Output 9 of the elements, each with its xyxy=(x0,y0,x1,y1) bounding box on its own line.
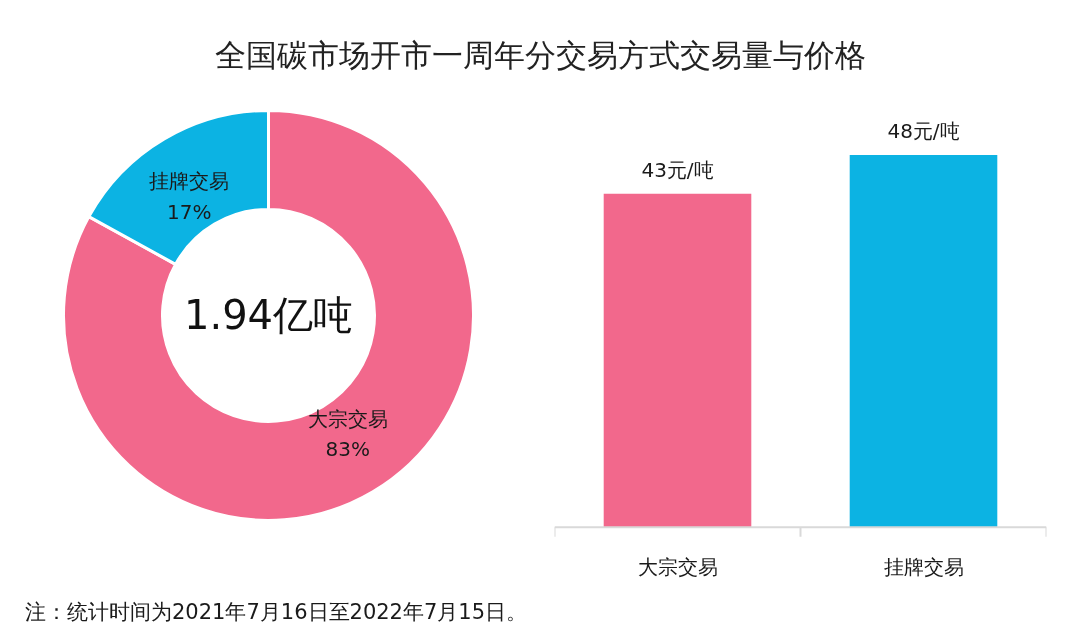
slice-label: 大宗交易 xyxy=(307,407,388,432)
text: 1.94亿吨 xyxy=(183,292,354,339)
data-label: 48元/吨 xyxy=(887,118,960,143)
data-label: 43元/吨 xyxy=(641,157,714,182)
data-label: 83% xyxy=(325,437,370,462)
slice-label: 挂牌交易 xyxy=(149,169,230,194)
text: 全国碳市场开市一周年分交易方式交易量与价格 xyxy=(214,36,866,75)
data-label: 17% xyxy=(167,199,212,224)
text: 注：统计时间为2021年7月16日至2022年7月15日。 xyxy=(25,599,528,626)
